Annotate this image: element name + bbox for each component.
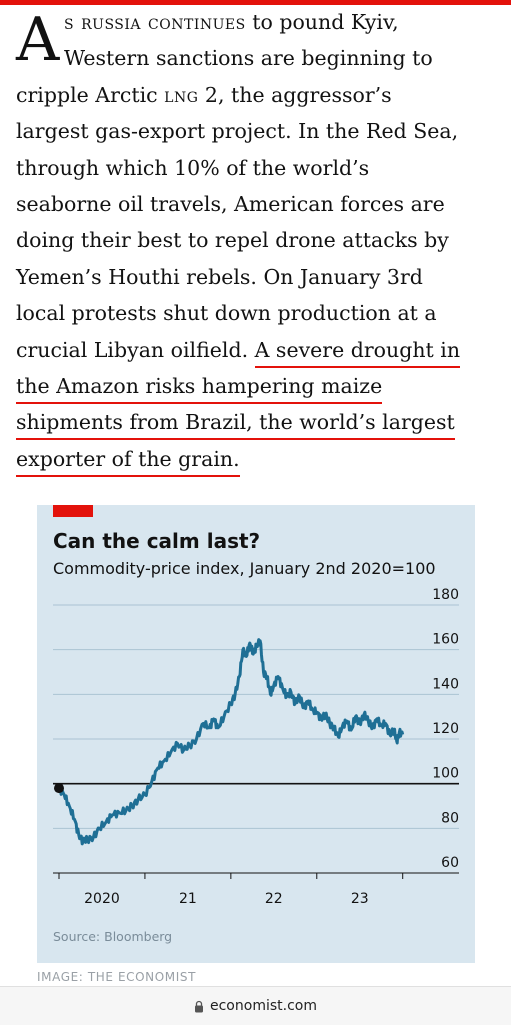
x-tick-label: 2020 xyxy=(84,891,120,907)
article-body: A s russia continues to pound Kyiv, West… xyxy=(16,4,504,477)
browser-url-bar[interactable]: economist.com xyxy=(0,986,511,1025)
article-text: doing their best to repel drone attacks … xyxy=(16,228,449,253)
article-line-8: Yemen’s Houthi rebels. On January 3rd xyxy=(16,259,504,295)
series-start-marker xyxy=(54,783,64,794)
x-tick-label: 21 xyxy=(179,891,197,907)
lock-icon xyxy=(195,1000,203,1012)
url-text[interactable]: economist.com xyxy=(210,998,317,1014)
article-line-10: crucial Libyan oilfield. A severe drough… xyxy=(16,332,504,368)
y-tick-label: 180 xyxy=(432,587,459,603)
highlighted-text[interactable]: shipments from Brazil, the world’s large… xyxy=(16,410,455,441)
x-tick-label: 23 xyxy=(351,891,369,907)
article-line-9: local protests shut down production at a xyxy=(16,295,504,331)
article-line-11: the Amazon risks hampering maize xyxy=(16,368,504,404)
x-tick-label: 22 xyxy=(265,891,283,907)
small-caps-lng: lng xyxy=(164,82,199,107)
article-line-2: Western sanctions are beginning to xyxy=(16,40,504,76)
article-line-13: exporter of the grain. xyxy=(16,441,504,477)
y-tick-label: 140 xyxy=(432,676,459,692)
highlighted-text[interactable]: A severe drought in xyxy=(254,337,461,368)
y-tick-label: 120 xyxy=(432,721,459,737)
commodity-price-chart: 60 80 100 120 140 160 180 2020 21 22 23 xyxy=(53,587,459,907)
article-text: Western sanctions are beginning to xyxy=(64,46,433,71)
article-line-7: doing their best to repel drone attacks … xyxy=(16,222,504,258)
url-display[interactable]: economist.com xyxy=(0,987,511,1025)
chart-red-tag xyxy=(53,505,93,517)
article-text: 2, the aggressor’s xyxy=(198,82,392,107)
article-line-4: largest gas-export project. In the Red S… xyxy=(16,113,504,149)
y-tick-label: 80 xyxy=(441,810,459,826)
article-text: cripple Arctic xyxy=(16,82,165,107)
y-tick-label: 60 xyxy=(441,855,459,871)
article-line-6: seaborne oil travels, American forces ar… xyxy=(16,186,504,222)
article-line-5: through which 10% of the world’s xyxy=(16,150,504,186)
article-text: largest gas-export project. In the Red S… xyxy=(16,119,459,144)
highlighted-text[interactable]: the Amazon risks hampering maize xyxy=(16,373,383,404)
article-line-12: shipments from Brazil, the world’s large… xyxy=(16,404,504,441)
dropcap: A xyxy=(16,5,60,75)
article-text: seaborne oil travels, American forces ar… xyxy=(16,191,445,216)
chart-source: Source: Bloomberg xyxy=(53,929,173,944)
article-text: Yemen’s Houthi rebels. On January 3rd xyxy=(16,264,423,289)
article-text: to pound Kyiv, xyxy=(245,10,399,34)
chart-card: Can the calm last? Commodity-price index… xyxy=(37,505,475,963)
image-credit: IMAGE: THE ECONOMIST xyxy=(37,970,197,984)
series-line xyxy=(57,638,405,846)
article-text: local protests shut down production at a xyxy=(16,301,437,326)
article-text: through which 10% of the world’s xyxy=(16,155,370,180)
y-tick-label: 100 xyxy=(432,766,459,782)
article-text: crucial Libyan oilfield. xyxy=(16,337,255,362)
small-caps-lead: s russia continues xyxy=(64,10,246,34)
chart-title: Can the calm last? xyxy=(53,529,261,553)
y-tick-label: 160 xyxy=(432,632,459,648)
article-line-1: s russia continues to pound Kyiv, xyxy=(16,4,504,40)
chart-subtitle: Commodity-price index, January 2nd 2020=… xyxy=(53,559,436,578)
top-accent-bar xyxy=(0,0,511,5)
article-line-3: cripple Arctic lng 2, the aggressor’s xyxy=(16,77,504,113)
highlighted-text[interactable]: exporter of the grain. xyxy=(16,446,240,477)
